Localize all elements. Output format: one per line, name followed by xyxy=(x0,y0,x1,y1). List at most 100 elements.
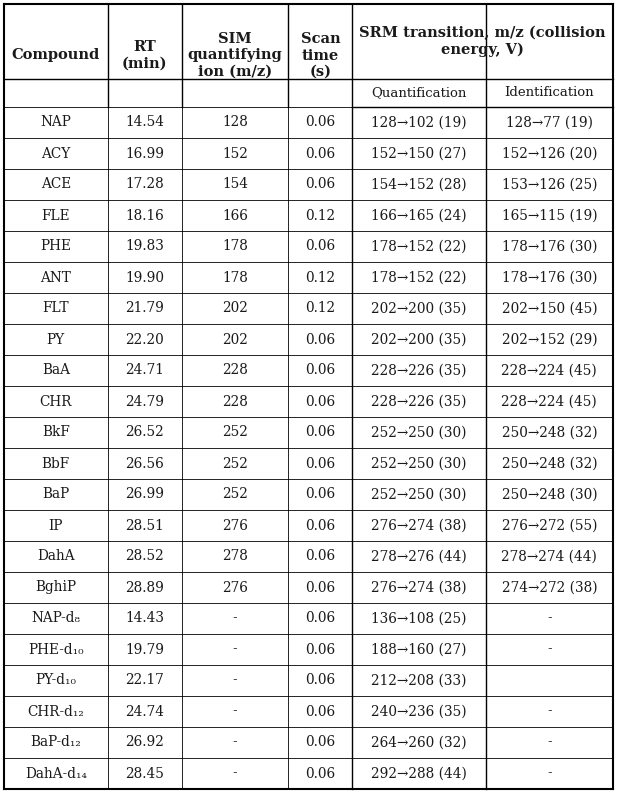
Text: ACE: ACE xyxy=(41,178,71,191)
Text: 0.06: 0.06 xyxy=(305,705,336,718)
Text: 26.52: 26.52 xyxy=(125,425,164,440)
Text: 128→102 (19): 128→102 (19) xyxy=(371,115,467,130)
Text: BkF: BkF xyxy=(42,425,70,440)
Text: 276: 276 xyxy=(222,518,248,533)
Text: 228: 228 xyxy=(222,364,248,377)
Text: BbF: BbF xyxy=(42,457,70,470)
Text: RT
(min): RT (min) xyxy=(122,40,167,70)
Text: 0.06: 0.06 xyxy=(305,178,336,191)
Text: 152→150 (27): 152→150 (27) xyxy=(371,147,467,160)
Text: 278→276 (44): 278→276 (44) xyxy=(371,549,467,563)
Text: -: - xyxy=(233,611,238,626)
Text: 136→108 (25): 136→108 (25) xyxy=(371,611,467,626)
Text: 250→248 (30): 250→248 (30) xyxy=(502,488,597,501)
Text: DahA-d₁₄: DahA-d₁₄ xyxy=(25,767,87,780)
Text: FLE: FLE xyxy=(41,208,70,223)
Text: 18.16: 18.16 xyxy=(125,208,164,223)
Text: SIM
quantifying
ion (m/z): SIM quantifying ion (m/z) xyxy=(188,32,283,78)
Text: -: - xyxy=(233,735,238,750)
Text: 252→250 (30): 252→250 (30) xyxy=(371,488,467,501)
Text: SRM transition, m/z (collision
energy, V): SRM transition, m/z (collision energy, V… xyxy=(360,26,606,57)
Text: 264→260 (32): 264→260 (32) xyxy=(371,735,467,750)
Text: 178→152 (22): 178→152 (22) xyxy=(371,239,467,253)
Text: 0.06: 0.06 xyxy=(305,239,336,253)
Text: -: - xyxy=(233,642,238,657)
Text: 0.06: 0.06 xyxy=(305,767,336,780)
Text: 166: 166 xyxy=(222,208,248,223)
Text: 228: 228 xyxy=(222,395,248,409)
Text: 28.89: 28.89 xyxy=(125,581,164,594)
Text: 26.92: 26.92 xyxy=(125,735,164,750)
Text: PHE-d₁₀: PHE-d₁₀ xyxy=(28,642,84,657)
Text: 22.20: 22.20 xyxy=(125,332,164,347)
Text: 0.06: 0.06 xyxy=(305,674,336,687)
Text: 276: 276 xyxy=(222,581,248,594)
Text: 14.54: 14.54 xyxy=(125,115,164,130)
Text: 188→160 (27): 188→160 (27) xyxy=(371,642,467,657)
Text: PY: PY xyxy=(47,332,65,347)
Text: 153→126 (25): 153→126 (25) xyxy=(502,178,597,191)
Text: FLT: FLT xyxy=(43,301,69,316)
Text: PHE: PHE xyxy=(40,239,72,253)
Text: CHR-d₁₂: CHR-d₁₂ xyxy=(27,705,84,718)
Text: 24.79: 24.79 xyxy=(125,395,164,409)
Text: 0.06: 0.06 xyxy=(305,332,336,347)
Text: PY-d₁₀: PY-d₁₀ xyxy=(35,674,77,687)
Text: 274→272 (38): 274→272 (38) xyxy=(502,581,597,594)
Text: 250→248 (32): 250→248 (32) xyxy=(502,457,597,470)
Text: 276→274 (38): 276→274 (38) xyxy=(371,518,467,533)
Text: 292→288 (44): 292→288 (44) xyxy=(371,767,467,780)
Text: 202→152 (29): 202→152 (29) xyxy=(502,332,597,347)
Text: CHR: CHR xyxy=(39,395,72,409)
Text: 202: 202 xyxy=(222,301,248,316)
Text: 28.52: 28.52 xyxy=(125,549,164,563)
Text: 178→152 (22): 178→152 (22) xyxy=(371,271,467,284)
Text: -: - xyxy=(547,735,552,750)
Text: 0.06: 0.06 xyxy=(305,549,336,563)
Text: 202→200 (35): 202→200 (35) xyxy=(371,332,467,347)
Text: 0.06: 0.06 xyxy=(305,395,336,409)
Text: 0.06: 0.06 xyxy=(305,518,336,533)
Text: 252→250 (30): 252→250 (30) xyxy=(371,425,467,440)
Text: 0.06: 0.06 xyxy=(305,115,336,130)
Text: 178→176 (30): 178→176 (30) xyxy=(502,271,597,284)
Text: 0.12: 0.12 xyxy=(305,301,336,316)
Text: 154→152 (28): 154→152 (28) xyxy=(371,178,467,191)
Text: 228→226 (35): 228→226 (35) xyxy=(371,364,467,377)
Text: 28.51: 28.51 xyxy=(125,518,164,533)
Text: 16.99: 16.99 xyxy=(125,147,164,160)
Text: 24.71: 24.71 xyxy=(125,364,164,377)
Text: ANT: ANT xyxy=(40,271,71,284)
Text: 0.06: 0.06 xyxy=(305,581,336,594)
Text: 178→176 (30): 178→176 (30) xyxy=(502,239,597,253)
Text: 0.06: 0.06 xyxy=(305,488,336,501)
Text: 0.06: 0.06 xyxy=(305,735,336,750)
Text: 165→115 (19): 165→115 (19) xyxy=(502,208,597,223)
Text: 0.06: 0.06 xyxy=(305,364,336,377)
Text: -: - xyxy=(547,611,552,626)
Text: 0.12: 0.12 xyxy=(305,271,336,284)
Text: 14.43: 14.43 xyxy=(125,611,164,626)
Text: 228→224 (45): 228→224 (45) xyxy=(502,364,597,377)
Text: 252: 252 xyxy=(222,488,248,501)
Text: 252→250 (30): 252→250 (30) xyxy=(371,457,467,470)
Text: 278: 278 xyxy=(222,549,248,563)
Text: 240→236 (35): 240→236 (35) xyxy=(371,705,467,718)
Text: -: - xyxy=(547,642,552,657)
Text: 250→248 (32): 250→248 (32) xyxy=(502,425,597,440)
Text: Scan
time
(s): Scan time (s) xyxy=(300,32,340,78)
Text: -: - xyxy=(233,674,238,687)
Text: 276→272 (55): 276→272 (55) xyxy=(502,518,597,533)
Text: 26.56: 26.56 xyxy=(125,457,164,470)
Text: 24.74: 24.74 xyxy=(125,705,164,718)
Text: DahA: DahA xyxy=(37,549,75,563)
Text: NAP-d₈: NAP-d₈ xyxy=(31,611,80,626)
Text: -: - xyxy=(233,705,238,718)
Text: ACY: ACY xyxy=(41,147,70,160)
Text: 228→226 (35): 228→226 (35) xyxy=(371,395,467,409)
Text: 26.99: 26.99 xyxy=(125,488,164,501)
Text: 278→274 (44): 278→274 (44) xyxy=(502,549,597,563)
Text: 128→77 (19): 128→77 (19) xyxy=(506,115,593,130)
Text: 0.06: 0.06 xyxy=(305,457,336,470)
Text: NAP: NAP xyxy=(40,115,71,130)
